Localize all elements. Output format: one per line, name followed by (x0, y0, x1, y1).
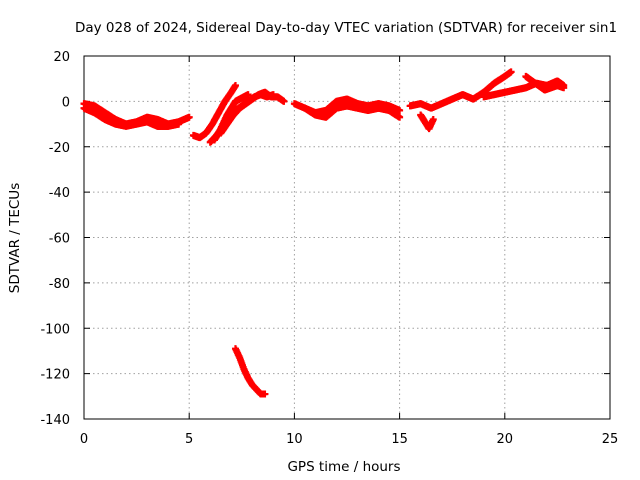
axis-ticks: 0 5 10 15 20 25 20 0 -20 -40 -60 -80 -100 -120 -140 (40, 50, 618, 447)
data-point (231, 81, 239, 89)
y-axis-label: SDTVAR / TECUs (7, 183, 23, 293)
data-point (175, 120, 183, 128)
y-tick-label: -40 (49, 186, 70, 201)
x-axis-label: GPS time / hours (287, 459, 400, 475)
x-tick-label: 0 (80, 432, 88, 447)
y-tick-label: -20 (49, 141, 70, 156)
plot-frame (83, 55, 611, 420)
x-tick-label: 20 (497, 432, 514, 447)
data-point (429, 116, 437, 124)
data-point (560, 84, 568, 92)
chart-title: Day 028 of 2024, Sidereal Day-to-day VTE… (75, 20, 617, 36)
data-point (185, 113, 193, 121)
x-tick-label: 5 (185, 432, 193, 447)
data-point (507, 68, 515, 76)
data-point (280, 97, 288, 105)
y-tick-label: -140 (40, 413, 70, 428)
x-tick-label: 15 (391, 432, 408, 447)
y-tick-label: -120 (40, 368, 70, 383)
y-tick-label: -100 (40, 322, 70, 337)
x-tick-label: 25 (602, 432, 619, 447)
data-point (396, 113, 404, 121)
data-point (244, 91, 252, 99)
data-point (261, 390, 269, 398)
y-tick-label: -60 (49, 232, 70, 247)
y-tick-label: -80 (49, 277, 70, 292)
y-tick-label: 20 (53, 50, 70, 65)
x-tick-label: 10 (286, 432, 303, 447)
data-point (396, 106, 404, 114)
grid-lines (84, 56, 610, 419)
data-points (80, 68, 568, 398)
y-tick-label: 0 (62, 95, 70, 110)
